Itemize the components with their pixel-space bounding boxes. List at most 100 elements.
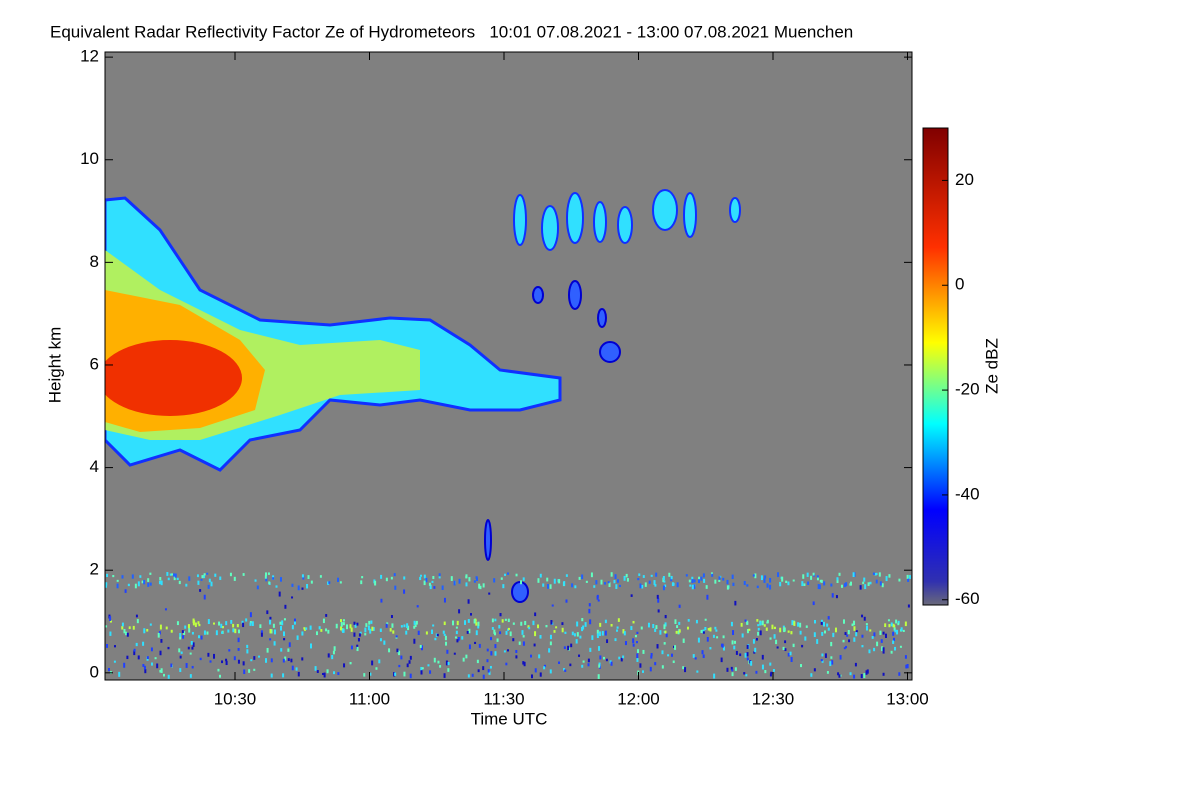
speckle-pixel [769,577,772,583]
speckle-pixel [827,627,830,631]
speckle-pixel [429,670,432,674]
speckle-pixel [361,576,364,579]
speckle-pixel [791,620,794,626]
speckle-pixel [899,645,902,648]
speckle-pixel [452,620,455,626]
speckle-pixel [865,623,868,626]
speckle-pixel [892,631,895,636]
speckle-pixel [884,623,887,628]
speckle-pixel [242,661,245,666]
speckle-pixel [581,618,584,622]
speckle-pixel [136,619,139,624]
speckle-pixel [488,671,491,675]
speckle-pixel [425,577,428,583]
speckle-pixel [667,654,670,657]
speckle-pixel [636,653,639,659]
speckle-pixel [246,649,249,654]
speckle-pixel [218,621,221,626]
speckle-pixel [564,669,567,672]
speckle-pixel [390,576,393,580]
speckle-pixel [159,624,162,630]
speckle-pixel [663,642,666,645]
speckle-pixel [201,575,204,579]
speckle-pixel [225,660,228,666]
speckle-pixel [543,666,546,670]
speckle-pixel [281,620,284,626]
speckle-pixel [124,589,127,593]
speckle-pixel [906,574,909,579]
speckle-pixel [596,633,599,639]
speckle-pixel [759,630,762,636]
speckle-pixel [527,625,530,629]
speckle-pixel [582,625,585,630]
speckle-pixel [406,623,409,629]
speckle-pixel [191,665,194,669]
speckle-pixel [409,673,412,679]
speckle-pixel [369,628,372,634]
speckle-pixel [391,623,394,628]
speckle-pixel [441,585,444,590]
speckle-pixel [385,577,388,582]
speckle-pixel [561,627,564,633]
speckle-pixel [733,645,736,650]
speckle-pixel [249,622,252,626]
speckle-pixel [337,577,340,582]
speckle-pixel [861,634,864,638]
speckle-pixel [458,578,461,584]
speckle-pixel [869,629,872,632]
speckle-pixel [635,641,638,644]
speckle-pixel [246,644,249,649]
speckle-pixel [443,633,446,636]
speckle-pixel [884,633,887,639]
chart-title: Equivalent Radar Reflectivity Factor Ze … [50,22,853,41]
speckle-pixel [185,583,188,587]
speckle-pixel [803,583,806,587]
speckle-pixel [563,668,566,671]
speckle-pixel [248,669,251,673]
speckle-pixel [608,582,611,587]
speckle-pixel [890,650,893,654]
speckle-pixel [396,648,399,653]
speckle-pixel [398,651,401,656]
speckle-pixel [327,581,330,585]
speckle-pixel [467,599,470,604]
speckle-pixel [507,649,510,652]
speckle-pixel [173,576,176,581]
speckle-pixel [489,665,492,669]
speckle-pixel [482,674,485,679]
speckle-pixel [642,670,645,673]
speckle-pixel [123,662,126,668]
speckle-pixel [650,652,653,657]
speckle-pixel [315,631,318,636]
y-axis-label: Height km [45,327,64,404]
speckle-pixel [419,574,422,577]
speckle-pixel [789,651,792,656]
speckle-pixel [203,574,206,579]
speckle-pixel [490,636,493,641]
speckle-pixel [435,633,438,637]
speckle-pixel [821,653,824,657]
speckle-pixel [675,630,678,634]
speckle-pixel [653,580,656,585]
speckle-pixel [632,643,635,647]
speckle-pixel [846,634,849,637]
speckle-pixel [421,667,424,670]
x-axis-label: Time UTC [471,709,548,728]
speckle-pixel [113,645,116,648]
speckle-pixel [439,665,442,668]
speckle-pixel [341,628,344,632]
speckle-pixel [400,655,403,660]
speckle-pixel [268,620,271,625]
speckle-pixel [835,595,838,599]
speckle-pixel [722,646,725,651]
speckle-pixel [873,647,876,652]
speckle-pixel [864,584,867,590]
falling-ice [484,280,621,603]
speckle-pixel [236,624,239,628]
speckle-pixel [421,645,424,651]
speckle-pixel [375,667,378,670]
speckle-pixel [461,636,464,640]
speckle-pixel [861,645,864,648]
colorbar-tick-label: -60 [955,589,980,608]
speckle-pixel [610,661,613,666]
